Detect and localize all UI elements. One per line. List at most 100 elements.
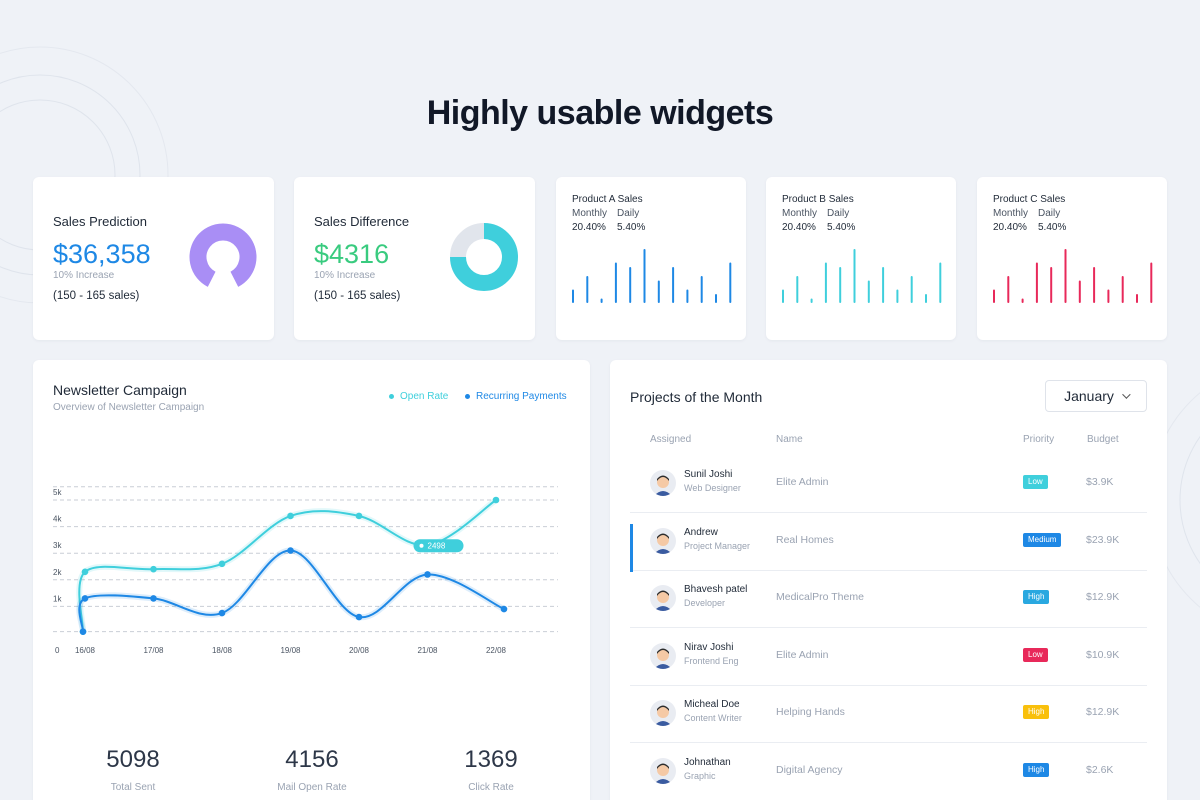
x-tick-label: 22/08 (486, 646, 507, 655)
assignee-role: Project Manager (684, 540, 751, 551)
assignee-name: Sunil Joshi (684, 469, 733, 480)
budget-value: $12.9K (1086, 706, 1120, 718)
assignee-role: Graphic (684, 770, 716, 781)
assignee-name: Johnathan (684, 756, 731, 768)
data-point (150, 595, 157, 602)
man-avatar-icon (650, 642, 676, 669)
donut-slice (450, 223, 485, 258)
monthly-value: 20.40% (572, 222, 606, 233)
kpi-mail-open-rate: 4156 Mail Open Rate (222, 746, 402, 793)
data-point (218, 609, 226, 617)
sales-difference-sub: 10% Increase (314, 270, 376, 281)
avatar-face-icon (654, 648, 672, 669)
header-name: Name (776, 434, 803, 445)
projects-card: Projects of the Month January Assigned N… (610, 360, 1167, 800)
budget-value: $3.9K (1086, 476, 1114, 488)
project-name: MedicalPro Theme (776, 591, 864, 603)
legend-dot-icon (465, 394, 470, 399)
kpi-label: Mail Open Rate (277, 782, 347, 793)
assignee-role: Content Writer (684, 713, 742, 723)
table-row[interactable]: Andrew Project Manager Real Homes Medium $23… (630, 514, 1147, 572)
x-tick-label: 20/08 (349, 646, 370, 655)
assignee-role: Developer (684, 598, 726, 608)
newsletter-card: Newsletter Campaign Overview of Newslett… (33, 360, 590, 800)
legend-open-rate[interactable]: Open Rate (389, 391, 448, 402)
product-b-bar-chart (782, 249, 942, 303)
bar (1035, 262, 1038, 303)
data-point (218, 560, 226, 568)
bar (810, 298, 813, 303)
legend-recurring-payments[interactable]: Recurring Payments (465, 391, 567, 402)
bar (614, 262, 617, 303)
priority-badge: Low (1023, 475, 1048, 489)
table-row[interactable]: Johnathan Graphic Digital Agency High $2.6K (630, 744, 1147, 800)
daily-value: 5.40% (827, 222, 856, 233)
sales-prediction-value: $36,358 (53, 239, 151, 269)
table-row[interactable]: Sunil Joshi Web Designer Elite Admin Low $3.… (630, 456, 1147, 513)
monthly-value: 20.40% (993, 222, 1027, 233)
assignee-name: Micheal Doe (684, 699, 740, 710)
bar (1050, 267, 1053, 303)
project-name: Helping Hands (776, 706, 845, 718)
x-tick-label: 17/08 (143, 646, 164, 655)
y-tick-label: 5k (53, 488, 62, 497)
project-name: Digital Agency (776, 763, 843, 776)
bar (1121, 276, 1124, 303)
product-b-card: Product B Sales Monthly Daily 20.40% 5.4… (766, 177, 956, 340)
product-title: Product B Sales (782, 194, 854, 205)
bar (657, 280, 660, 303)
bar (715, 294, 717, 303)
data-point (287, 512, 294, 520)
data-point (500, 605, 508, 613)
bar (600, 298, 603, 303)
project-name: Real Homes (776, 533, 834, 546)
sales-prediction-range: (150 - 165 sales) (53, 290, 140, 302)
bar (925, 294, 927, 303)
bar (629, 267, 632, 303)
avatar-face-icon (654, 705, 672, 726)
daily-value: 5.40% (1038, 222, 1067, 233)
sales-difference-card: Sales Difference $4316 10% Increase (150… (294, 177, 535, 340)
bar (867, 280, 870, 303)
series-glow (76, 497, 498, 632)
x-tick-label: 0 (55, 646, 60, 655)
header-priority: Priority (1023, 434, 1055, 445)
avatar-face-icon (654, 475, 672, 496)
assignee-name: Andrew (684, 526, 718, 538)
man-suit-avatar-icon (650, 700, 676, 726)
data-point (79, 628, 87, 635)
bar (572, 289, 574, 303)
budget-value: $12.9K (1086, 591, 1120, 603)
data-point (355, 512, 363, 520)
sales-difference-donut (450, 223, 518, 291)
bar (1021, 298, 1024, 303)
product-title: Product C Sales (993, 194, 1066, 205)
gauge-arc (189, 223, 257, 287)
x-tick-label: 21/08 (417, 646, 438, 655)
daily-label: Daily (617, 208, 640, 219)
daily-value: 5.40% (617, 222, 646, 233)
bar (586, 276, 589, 303)
table-row[interactable]: Micheal Doe Content Writer Helping Hands Hi… (630, 686, 1147, 743)
priority-badge: Medium (1023, 532, 1062, 547)
table-row[interactable]: Bhavesh patel Developer MedicalPro Theme Hi… (630, 571, 1147, 628)
x-tick-label: 18/08 (212, 646, 233, 655)
man-hat-avatar-icon (650, 470, 676, 496)
assignee-role: Frontend Eng (684, 655, 739, 666)
bar (993, 289, 995, 303)
budget-value: $23.9K (1086, 533, 1120, 546)
kpi-value: 1369 (464, 746, 518, 773)
woman-avatar-icon (650, 585, 676, 611)
bar (853, 249, 856, 303)
page-headline: Highly usable widgets (426, 94, 774, 132)
month-dropdown[interactable]: January (1045, 380, 1147, 412)
table-row[interactable]: Nirav Joshi Frontend Eng Elite Admin Low $10… (630, 629, 1147, 686)
bar (824, 262, 827, 303)
assignee-name: Nirav Joshi (684, 641, 734, 653)
sales-difference-title: Sales Difference (314, 214, 410, 229)
sales-prediction-card: Sales Prediction $36,358 10% Increase (1… (33, 177, 274, 340)
bar (882, 267, 885, 303)
newsletter-title: Newsletter Campaign (53, 382, 187, 398)
kpi-click-rate: 1369 Click Rate (401, 746, 581, 793)
bar (782, 289, 784, 303)
